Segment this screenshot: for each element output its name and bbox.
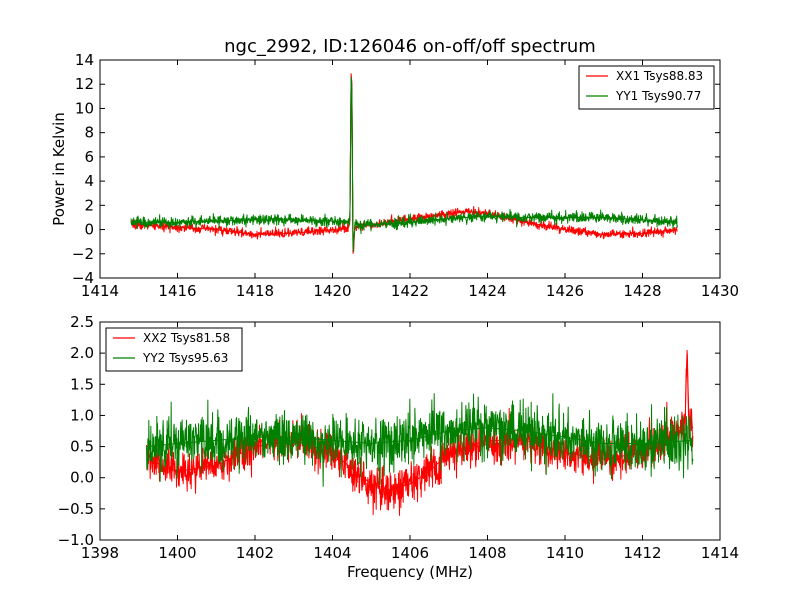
top-x-tick-label: 1422	[391, 282, 429, 300]
top-x-tick-label: 1430	[701, 282, 739, 300]
bottom-x-tick-label: 1410	[546, 544, 584, 562]
top-y-tick-label: 6	[84, 148, 94, 166]
top-y-tick-label: 14	[75, 51, 94, 69]
bottom-legend: XX2 Tsys81.58 YY2 Tsys95.63	[105, 327, 243, 372]
bottom-y-tick-label: 2.0	[70, 344, 94, 362]
bottom-y-tick-label: −0.5	[58, 500, 94, 518]
top-y-tick-label: 2	[84, 196, 94, 214]
top-y-tick-label: 10	[75, 99, 94, 117]
bottom-x-tick-label: 1400	[158, 544, 196, 562]
x-axis-label: Frequency (MHz)	[347, 563, 473, 581]
y-axis-label: Power in Kelvin	[50, 112, 68, 226]
top-ticks-layer: 1414 1416 1418 1420 1422 1424 1426 1428 1430−4−2…	[72, 51, 739, 300]
bottom-x-tick-label: 1406	[391, 544, 429, 562]
bottom-x-tick-label: 1414	[701, 544, 739, 562]
bottom-x-tick-label: 1398	[81, 544, 119, 562]
top-x-tick-label: 1420	[313, 282, 351, 300]
bottom-x-tick-label: 1404	[313, 544, 351, 562]
bottom-panel: 1398 1400 1402 1404 1406 1408 1410 1412 1414 −1.0…	[58, 313, 740, 581]
chart-title: ngc_2992, ID:126046 on-off/off spectrum	[224, 36, 596, 57]
top-x-tick-label: 1426	[546, 282, 584, 300]
bottom-y-tick-label: −1.0	[58, 531, 94, 549]
top-x-tick-label: 1424	[468, 282, 506, 300]
top-series-layer	[130, 73, 678, 254]
top-x-tick-label: 1416	[158, 282, 196, 300]
top-x-tick-label: 1418	[236, 282, 274, 300]
bottom-y-tick-label: 0.0	[70, 469, 94, 487]
top-legend-box	[578, 65, 715, 110]
top-y-tick-label: 4	[84, 172, 94, 190]
top-y-tick-label: −4	[72, 269, 94, 287]
top-panel: 1414 1416 1418 1420 1422 1424 1426 1428 1430−4−2…	[50, 36, 739, 300]
bottom-x-tick-label: 1402	[236, 544, 274, 562]
bottom-series-layer	[146, 350, 694, 516]
bottom-x-tick-label: 1408	[468, 544, 506, 562]
bottom-y-tick-label: 2.5	[70, 313, 94, 331]
bottom-y-tick-label: 1.5	[70, 375, 94, 393]
top-y-tick-label: −2	[72, 245, 94, 263]
bottom-y-tick-label: 1.0	[70, 406, 94, 424]
legend-label-xx1: XX1 Tsys88.83	[616, 69, 703, 83]
legend-label-xx2: XX2 Tsys81.58	[143, 331, 230, 345]
bottom-series-trend-2	[146, 427, 693, 448]
legend-label-yy1: YY1 Tsys90.77	[615, 89, 701, 103]
legend-label-yy2: YY2 Tsys95.63	[142, 351, 228, 365]
top-series-trend-2	[131, 76, 678, 248]
bottom-x-tick-label: 1412	[623, 544, 661, 562]
top-y-tick-label: 8	[84, 124, 94, 142]
bottom-y-tick-label: 0.5	[70, 438, 94, 456]
top-x-tick-label: 1428	[623, 282, 661, 300]
bottom-ticks-layer: 1398 1400 1402 1404 1406 1408 1410 1412 1414 −1.0…	[58, 313, 740, 562]
bottom-legend-box	[105, 327, 243, 372]
top-y-tick-label: 12	[75, 75, 94, 93]
top-y-tick-label: 0	[84, 221, 94, 239]
top-series-line-2	[130, 79, 678, 252]
top-x-tick-label: 1414	[81, 282, 119, 300]
top-legend: XX1 Tsys88.83 YY1 Tsys90.77	[578, 65, 715, 110]
